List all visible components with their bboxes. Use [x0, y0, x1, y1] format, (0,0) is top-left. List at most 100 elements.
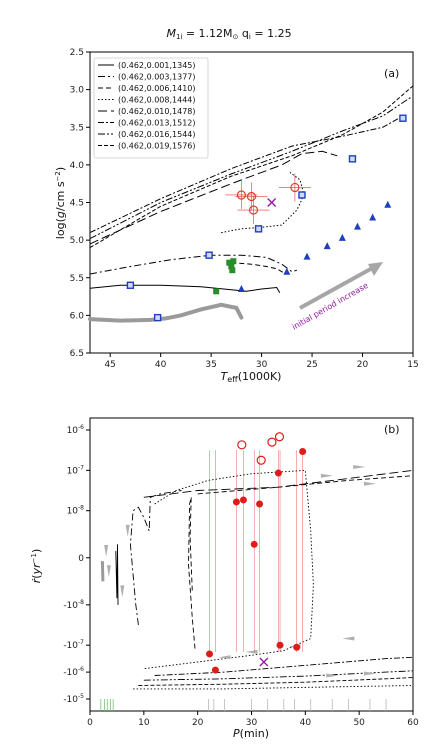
panel-a-markers	[126, 114, 407, 322]
track-dot2	[133, 685, 414, 690]
direction-arrow	[363, 671, 376, 676]
purple-cross-marker	[259, 657, 269, 667]
panel-a-y-ticks: 2.5 3.0 3.5 4.0 4.5 5.0 5.5 6.0 6.5	[70, 48, 90, 359]
blue-triangle-marker	[323, 242, 331, 250]
y-tick-label: -10-7	[63, 639, 84, 651]
panel-a-grey-tracks	[88, 302, 244, 323]
series-line-3	[221, 171, 305, 234]
y-tick-label: 6.0	[70, 311, 85, 321]
blue-square-marker	[205, 251, 213, 259]
red-filled-circle-marker	[250, 540, 258, 548]
x-tick-label: 30	[246, 718, 258, 728]
red-filled-circle-marker	[299, 448, 307, 456]
direction-arrow	[363, 481, 376, 486]
red-open-circle-marker	[237, 440, 247, 450]
red-open-circle-marker	[236, 190, 247, 200]
series-line-2	[231, 262, 288, 275]
x-tick-label: 20	[357, 360, 369, 370]
track-dot	[143, 469, 314, 670]
y-tick-label: -10-5	[63, 693, 84, 705]
green-square-marker	[229, 267, 236, 274]
panel-a-legend: (0.462,0.001,1345) (0.462,0.003,1377) (0.4…	[93, 57, 209, 159]
blue-square-marker	[399, 114, 407, 122]
x-tick-label: 20	[192, 718, 204, 728]
x-tick-label: 30	[256, 360, 268, 370]
blue-square-marker	[153, 313, 162, 322]
x-tick-label: 10	[138, 718, 150, 728]
y-tick-label: 0	[78, 554, 84, 564]
direction-arrow	[125, 524, 130, 537]
panel-b-y-ticks: 10-6 10-7 10-8 0 -10-8 -10-7 -10-6 -10-5	[63, 424, 90, 705]
y-tick-label: 6.5	[70, 349, 84, 359]
y-tick-label: 3.0	[70, 86, 85, 96]
panel-b-x-label: P(min)	[233, 727, 269, 740]
series-line-7	[89, 85, 414, 249]
green-square-marker	[230, 258, 237, 265]
red-open-circle-marker	[267, 437, 277, 447]
x-tick-label: 50	[353, 718, 365, 728]
red-open-circle-marker	[248, 205, 259, 215]
blue-square-marker	[348, 155, 357, 163]
x-tick-label: 40	[300, 718, 312, 728]
red-open-circle-marker	[290, 182, 300, 193]
red-filled-circle-marker	[256, 500, 264, 508]
green-square-marker	[213, 288, 220, 295]
y-tick-label: 10-6	[67, 424, 85, 436]
y-tick-label: 4.5	[70, 199, 84, 209]
legend-label-4: (0.462,0.010,1478)	[118, 107, 196, 116]
red-filled-circle-marker	[211, 666, 219, 674]
panel-b-frame	[89, 417, 414, 712]
blue-square-marker	[254, 225, 263, 233]
direction-arrow	[218, 655, 231, 660]
legend-label-7: (0.462,0.019,1576)	[118, 142, 196, 151]
y-tick-label: 3.5	[70, 123, 84, 133]
panel-b-tag: (b)	[384, 423, 400, 436]
track-dash2	[138, 677, 414, 686]
initial-period-arrowhead	[368, 262, 383, 276]
grey-track-0	[88, 302, 244, 323]
x-tick-label: 15	[407, 360, 418, 370]
y-tick-label: 2.5	[70, 48, 84, 58]
panel-b-y-label: ṙ(yr−1)	[30, 549, 43, 584]
legend-label-5: (0.462,0.013,1512)	[118, 119, 196, 128]
direction-arrow	[353, 464, 366, 469]
track-dashdot	[129, 490, 182, 626]
x-tick-label: 45	[104, 360, 115, 370]
panel-b-x-ticks: 0 10 20 30 40 50 60	[87, 711, 419, 728]
x-tick-label: 0	[87, 718, 93, 728]
y-tick-label: 10-8	[67, 505, 85, 517]
panel-b-series-lines	[100, 469, 414, 690]
series-line-0	[89, 284, 281, 294]
red-open-circle-marker	[256, 455, 266, 465]
red-filled-circle-marker	[274, 469, 282, 477]
panel-a-y-label: log(g/cm s−2)	[54, 167, 67, 239]
y-tick-label: 5.5	[70, 274, 84, 284]
direction-arrow	[326, 673, 339, 678]
direction-arrow	[245, 649, 258, 654]
blue-triangle-marker	[303, 252, 311, 260]
panel-b-markers	[206, 432, 307, 674]
legend-label-1: (0.462,0.003,1377)	[118, 73, 196, 82]
panel-a-x-ticks: 45 40 35 30 25 20 15	[104, 353, 419, 370]
panel-a-hr-diagram: (a) initial period increase (0.462,0.001…	[54, 48, 419, 384]
red-filled-circle-marker	[239, 496, 247, 504]
direction-arrow	[320, 473, 333, 478]
track-dashdotdot	[143, 670, 414, 681]
green-square-marker	[226, 259, 233, 266]
blue-square-marker	[126, 281, 135, 289]
panel-a-tag: (a)	[384, 67, 399, 80]
direction-arrow	[342, 636, 355, 641]
panel-a-series-lines	[89, 85, 414, 294]
panel-a-x-label: Teff(1000K)	[221, 370, 282, 384]
red-filled-circle-marker	[232, 498, 240, 506]
series-line-4	[89, 150, 338, 245]
x-tick-label: 40	[155, 360, 167, 370]
legend-label-3: (0.462,0.008,1444)	[118, 96, 196, 105]
blue-triangle-marker	[283, 267, 291, 275]
y-tick-label: 4.0	[70, 161, 85, 171]
blue-square-marker	[298, 191, 306, 199]
direction-arrow	[120, 585, 125, 598]
series-line-1	[89, 254, 298, 275]
legend-label-2: (0.462,0.006,1410)	[118, 84, 196, 93]
